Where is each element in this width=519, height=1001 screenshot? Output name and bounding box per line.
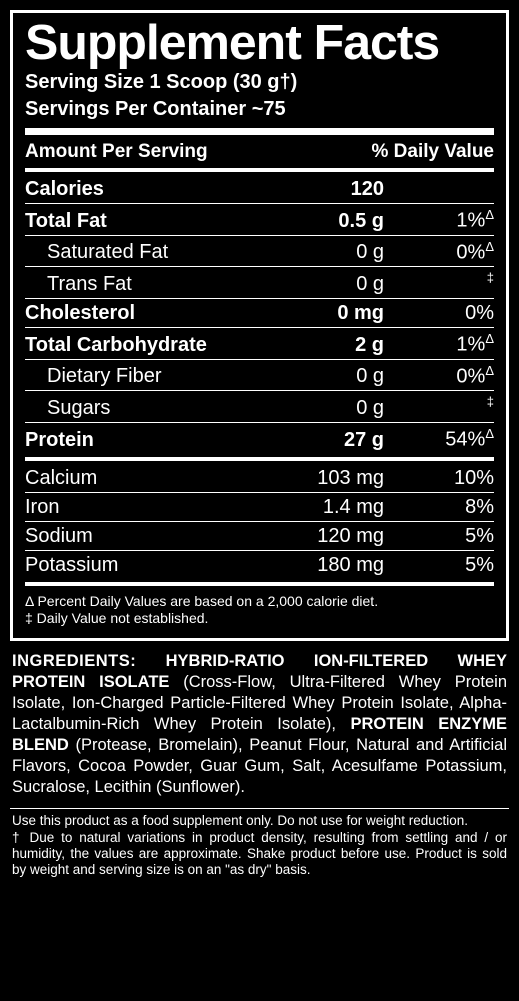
divider-med — [25, 582, 494, 586]
nutrient-dv: 8% — [384, 496, 494, 519]
nutrient-dv: 5% — [384, 554, 494, 577]
table-row: Sodium120 mg5% — [25, 522, 494, 550]
nutrient-dv: ‡ — [384, 270, 494, 296]
table-row: Sugars0 g‡ — [25, 391, 494, 422]
table-header: Amount Per Serving % Daily Value — [25, 139, 494, 165]
nutrient-dv: 0%Δ — [384, 239, 494, 265]
title: Supplement Facts — [25, 19, 503, 68]
nutrient-name: Calories — [25, 178, 274, 201]
table-row: Cholesterol0 mg0% — [25, 299, 494, 327]
table-row: Total Fat0.5 g1%Δ — [25, 204, 494, 235]
servings-per-container: Servings Per Container ~75 — [25, 97, 494, 122]
table-row: Iron1.4 mg8% — [25, 493, 494, 521]
nutrient-amount: 103 mg — [274, 467, 384, 490]
ingredients: INGREDIENTS: HYBRID-RATIO ION-FILTERED W… — [10, 651, 509, 799]
nutrient-name: Total Fat — [25, 210, 274, 233]
nutrient-name: Protein — [25, 429, 274, 452]
nutrient-dv: ‡ — [384, 394, 494, 420]
nutrient-amount: 0 g — [274, 365, 384, 388]
ingredients-part2-rest: (Protease, Bromelain), Peanut Flour, Nat… — [12, 736, 507, 796]
nutrient-dv: 5% — [384, 525, 494, 548]
nutrient-name: Iron — [25, 496, 274, 519]
nutrient-amount: 0.5 g — [274, 210, 384, 233]
ingredients-lead: INGREDIENTS: — [12, 652, 136, 670]
nutrient-amount: 180 mg — [274, 554, 384, 577]
nutrient-name: Total Carbohydrate — [25, 334, 274, 357]
nutrient-rows: Calories120Total Fat0.5 g1%ΔSaturated Fa… — [25, 175, 494, 586]
table-row: Calcium103 mg10% — [25, 464, 494, 492]
table-row: Trans Fat0 g‡ — [25, 267, 494, 298]
nutrient-amount: 27 g — [274, 429, 384, 452]
nutrient-dv: 0% — [384, 302, 494, 325]
nutrient-amount: 0 g — [274, 273, 384, 296]
nutrient-amount: 0 g — [274, 241, 384, 264]
nutrient-name: Calcium — [25, 467, 274, 490]
nutrient-dv: 1%Δ — [384, 207, 494, 233]
footnote-delta: Δ Percent Daily Values are based on a 2,… — [25, 593, 494, 611]
nutrient-amount: 120 mg — [274, 525, 384, 548]
nutrient-name: Sodium — [25, 525, 274, 548]
nutrient-dv: 10% — [384, 467, 494, 490]
table-row: Calories120 — [25, 175, 494, 203]
disclaimer: Use this product as a food supplement on… — [10, 813, 509, 878]
divider-bottom — [10, 808, 509, 809]
footnote-dagger: ‡ Daily Value not established. — [25, 610, 494, 628]
nutrient-dv: 1%Δ — [384, 331, 494, 357]
nutrient-dv: 0%Δ — [384, 363, 494, 389]
table-row: Protein27 g54%Δ — [25, 423, 494, 454]
nutrient-amount: 1.4 mg — [274, 496, 384, 519]
disclaimer-line1: Use this product as a food supplement on… — [12, 813, 507, 829]
nutrient-name: Trans Fat — [25, 273, 274, 296]
nutrient-name: Dietary Fiber — [25, 365, 274, 388]
nutrient-name: Saturated Fat — [25, 241, 274, 264]
disclaimer-line2: † Due to natural variations in product d… — [12, 830, 507, 879]
nutrient-amount: 0 mg — [274, 302, 384, 325]
nutrient-amount: 2 g — [274, 334, 384, 357]
nutrient-name: Sugars — [25, 397, 274, 420]
facts-panel: Supplement Facts Serving Size 1 Scoop (3… — [10, 10, 509, 641]
serving-size: Serving Size 1 Scoop (30 g†) — [25, 70, 494, 95]
table-row: Dietary Fiber0 g0%Δ — [25, 360, 494, 391]
footnotes: Δ Percent Daily Values are based on a 2,… — [25, 589, 494, 630]
nutrient-amount: 120 — [274, 178, 384, 201]
nutrient-amount: 0 g — [274, 397, 384, 420]
nutrient-dv: 54%Δ — [384, 426, 494, 452]
divider-med — [25, 168, 494, 172]
divider-thick — [25, 128, 494, 135]
nutrient-name: Potassium — [25, 554, 274, 577]
header-dv: % Daily Value — [334, 141, 494, 163]
nutrient-name: Cholesterol — [25, 302, 274, 325]
divider-med — [25, 457, 494, 461]
table-row: Potassium180 mg5% — [25, 551, 494, 579]
table-row: Saturated Fat0 g0%Δ — [25, 236, 494, 267]
header-amount: Amount Per Serving — [25, 141, 334, 163]
table-row: Total Carbohydrate2 g1%Δ — [25, 328, 494, 359]
